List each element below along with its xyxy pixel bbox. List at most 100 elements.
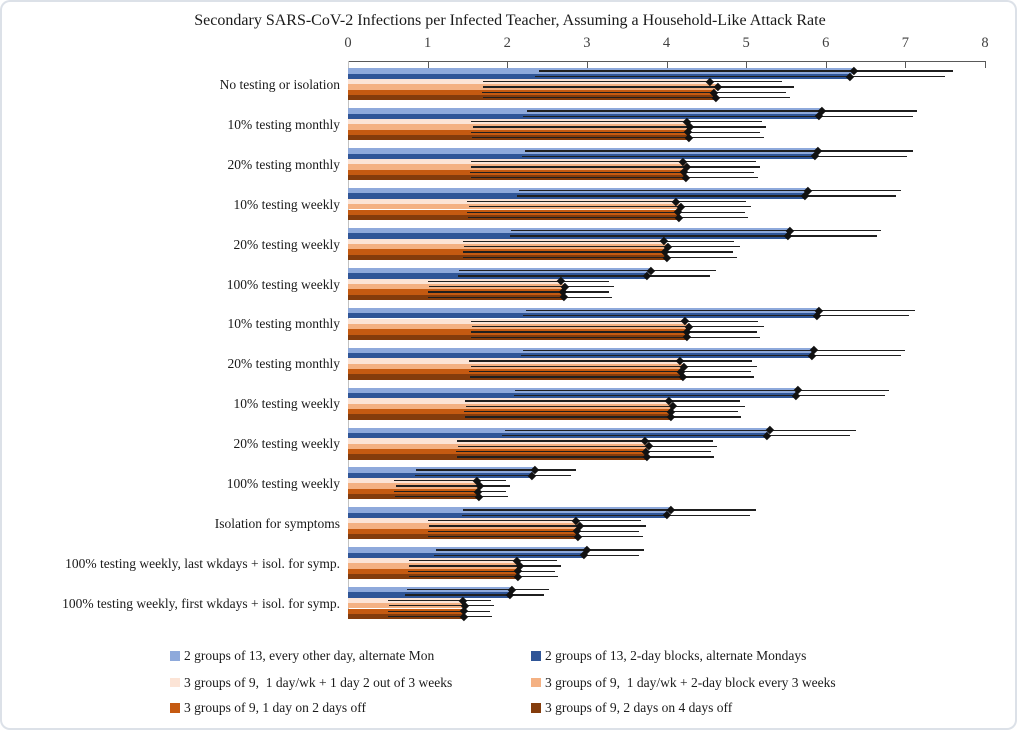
error-bar bbox=[428, 536, 643, 538]
legend-swatch bbox=[170, 677, 180, 687]
error-bar bbox=[483, 86, 794, 88]
error-bar bbox=[427, 530, 640, 533]
error-bar bbox=[509, 235, 878, 237]
category-label: 20% testing monthly bbox=[227, 356, 341, 372]
category-label: 100% testing weekly, first wkdays + isol… bbox=[62, 595, 340, 611]
point-marker bbox=[678, 373, 687, 382]
x-axis-tick bbox=[905, 62, 907, 68]
x-axis-line bbox=[348, 61, 986, 62]
error-bar bbox=[472, 137, 764, 139]
x-axis-label: 6 bbox=[822, 35, 830, 51]
point-marker bbox=[684, 133, 693, 142]
error-bar bbox=[468, 216, 748, 219]
point-marker bbox=[559, 293, 568, 302]
error-bar bbox=[459, 269, 716, 272]
point-marker bbox=[667, 412, 676, 422]
error-bar bbox=[457, 445, 718, 447]
error-bar bbox=[515, 389, 890, 391]
point-marker bbox=[514, 572, 523, 581]
error-bar bbox=[470, 176, 759, 179]
error-bar bbox=[535, 75, 946, 78]
error-bar bbox=[465, 416, 742, 418]
x-axis-tick bbox=[985, 62, 986, 68]
legend-swatch bbox=[531, 677, 541, 687]
x-axis-tick bbox=[746, 62, 748, 68]
error-bar bbox=[483, 97, 790, 99]
category-label: No testing or isolation bbox=[219, 77, 340, 92]
category-label: 100% testing weekly, last wkdays + isol.… bbox=[65, 555, 340, 571]
legend-label: 3 groups of 9, 2 days on 4 days off bbox=[545, 700, 733, 715]
error-bar bbox=[471, 131, 761, 134]
error-bar bbox=[513, 394, 885, 397]
error-bar bbox=[470, 331, 758, 333]
error-bar bbox=[502, 434, 850, 437]
legend-label: 2 groups of 13, 2-day blocks, alternate … bbox=[545, 648, 807, 663]
error-bar bbox=[523, 349, 906, 352]
error-bar bbox=[465, 405, 745, 407]
error-bar bbox=[511, 230, 882, 232]
error-bar bbox=[483, 81, 782, 83]
x-axis-tick bbox=[825, 62, 827, 68]
category-label: 20% testing weekly bbox=[233, 436, 340, 452]
category-label: 10% testing monthly bbox=[227, 116, 341, 132]
error-bar bbox=[387, 615, 493, 618]
point-marker bbox=[683, 333, 692, 342]
error-bar bbox=[523, 115, 914, 117]
error-bar bbox=[471, 166, 761, 168]
x-axis-tick bbox=[586, 62, 588, 68]
point-marker bbox=[711, 93, 720, 102]
error-bar bbox=[471, 336, 761, 338]
error-bar bbox=[414, 474, 571, 477]
error-bar bbox=[394, 496, 509, 498]
error-bar bbox=[407, 570, 556, 572]
legend-swatch bbox=[170, 703, 180, 713]
error-bar bbox=[469, 360, 753, 362]
error-bar bbox=[471, 320, 759, 322]
category-label: 10% testing weekly bbox=[233, 196, 340, 212]
error-bar bbox=[405, 594, 544, 596]
error-bar bbox=[395, 485, 511, 487]
error-bar bbox=[428, 296, 612, 298]
category-label: 20% testing monthly bbox=[227, 156, 341, 172]
category-label: 10% testing weekly bbox=[233, 396, 340, 412]
error-bar bbox=[521, 155, 907, 157]
error-bar bbox=[408, 575, 559, 578]
error-bar bbox=[394, 480, 506, 482]
category-label: Isolation for symptoms bbox=[214, 515, 340, 531]
error-bar bbox=[387, 599, 492, 602]
point-marker bbox=[643, 452, 652, 462]
x-axis-label: 2 bbox=[503, 35, 511, 51]
legend-swatch bbox=[170, 651, 180, 661]
error-bar bbox=[463, 256, 737, 259]
error-bar bbox=[433, 554, 640, 556]
chart-title: Secondary SARS-CoV-2 Infections per Infe… bbox=[194, 12, 826, 29]
legend-label: 3 groups of 9, 1 day/wk + 1 day 2 out of… bbox=[184, 674, 453, 690]
x-axis-label: 5 bbox=[742, 35, 750, 51]
error-bar bbox=[388, 605, 495, 607]
error-bar bbox=[470, 365, 758, 368]
error-bar bbox=[473, 126, 767, 128]
error-bar bbox=[469, 171, 755, 173]
error-bar bbox=[523, 315, 910, 317]
error-bar bbox=[519, 190, 902, 192]
error-bar bbox=[427, 291, 610, 293]
category-label: 10% testing monthly bbox=[227, 316, 341, 332]
error-bar bbox=[516, 195, 896, 197]
error-bar bbox=[471, 121, 763, 123]
legend-label: 2 groups of 13, every other day, alterna… bbox=[184, 648, 435, 663]
x-axis-tick bbox=[507, 62, 509, 68]
error-bar bbox=[457, 456, 715, 458]
legend-label: 3 groups of 9, 1 day/wk + 2-day block ev… bbox=[545, 674, 836, 690]
error-bar bbox=[472, 325, 764, 328]
x-axis-label: 8 bbox=[981, 35, 989, 51]
error-bar bbox=[409, 565, 562, 567]
error-bar bbox=[470, 160, 756, 163]
error-bar bbox=[464, 411, 739, 413]
x-axis-label: 0 bbox=[344, 35, 352, 51]
point-marker bbox=[574, 532, 583, 541]
error-bar bbox=[429, 525, 646, 527]
x-axis-tick bbox=[427, 62, 429, 68]
error-bar bbox=[406, 589, 549, 591]
error-bar bbox=[469, 371, 751, 373]
